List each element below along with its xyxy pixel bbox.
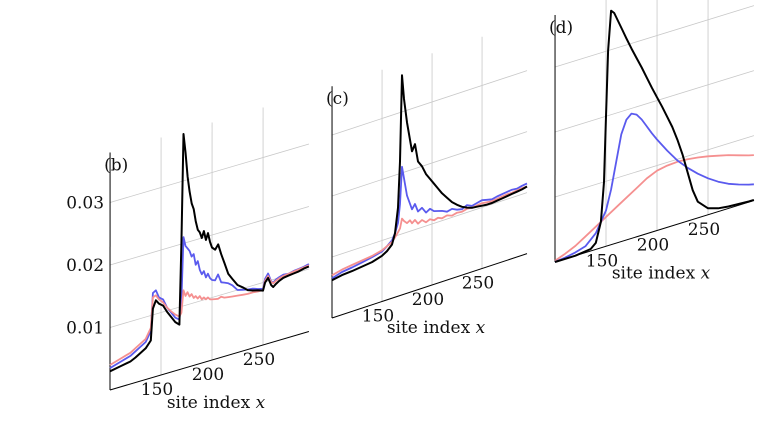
gridline-y: [332, 71, 527, 135]
y-tick-label: 0.03: [66, 194, 104, 214]
x-tick-label: 200: [637, 236, 669, 256]
gridline-y: [332, 132, 527, 196]
gridline-y: [110, 144, 309, 203]
gridline-y: [332, 193, 527, 257]
x-tick-label: 250: [462, 274, 494, 294]
x-axis-title: site index x: [167, 393, 266, 413]
y-tick-label: 0.01: [66, 319, 104, 339]
x-axis-title: site index x: [612, 264, 711, 284]
x-tick-label: 250: [243, 350, 275, 370]
series-line: [110, 134, 309, 371]
x-tick-label: 250: [688, 220, 720, 240]
panel-label: (c): [326, 89, 349, 109]
gridline-y: [555, 6, 754, 67]
panel-label: (b): [104, 156, 128, 176]
y-tick-label: 0.02: [66, 256, 104, 276]
x-tick-label: 200: [192, 365, 224, 385]
x-tick-label: 200: [412, 290, 444, 310]
series-line: [332, 75, 527, 280]
x-axis-title: site index x: [387, 318, 486, 338]
panel-label: (d): [549, 18, 573, 38]
series-line: [110, 237, 309, 368]
gridline-y: [555, 136, 754, 197]
gridline-y: [555, 71, 754, 132]
